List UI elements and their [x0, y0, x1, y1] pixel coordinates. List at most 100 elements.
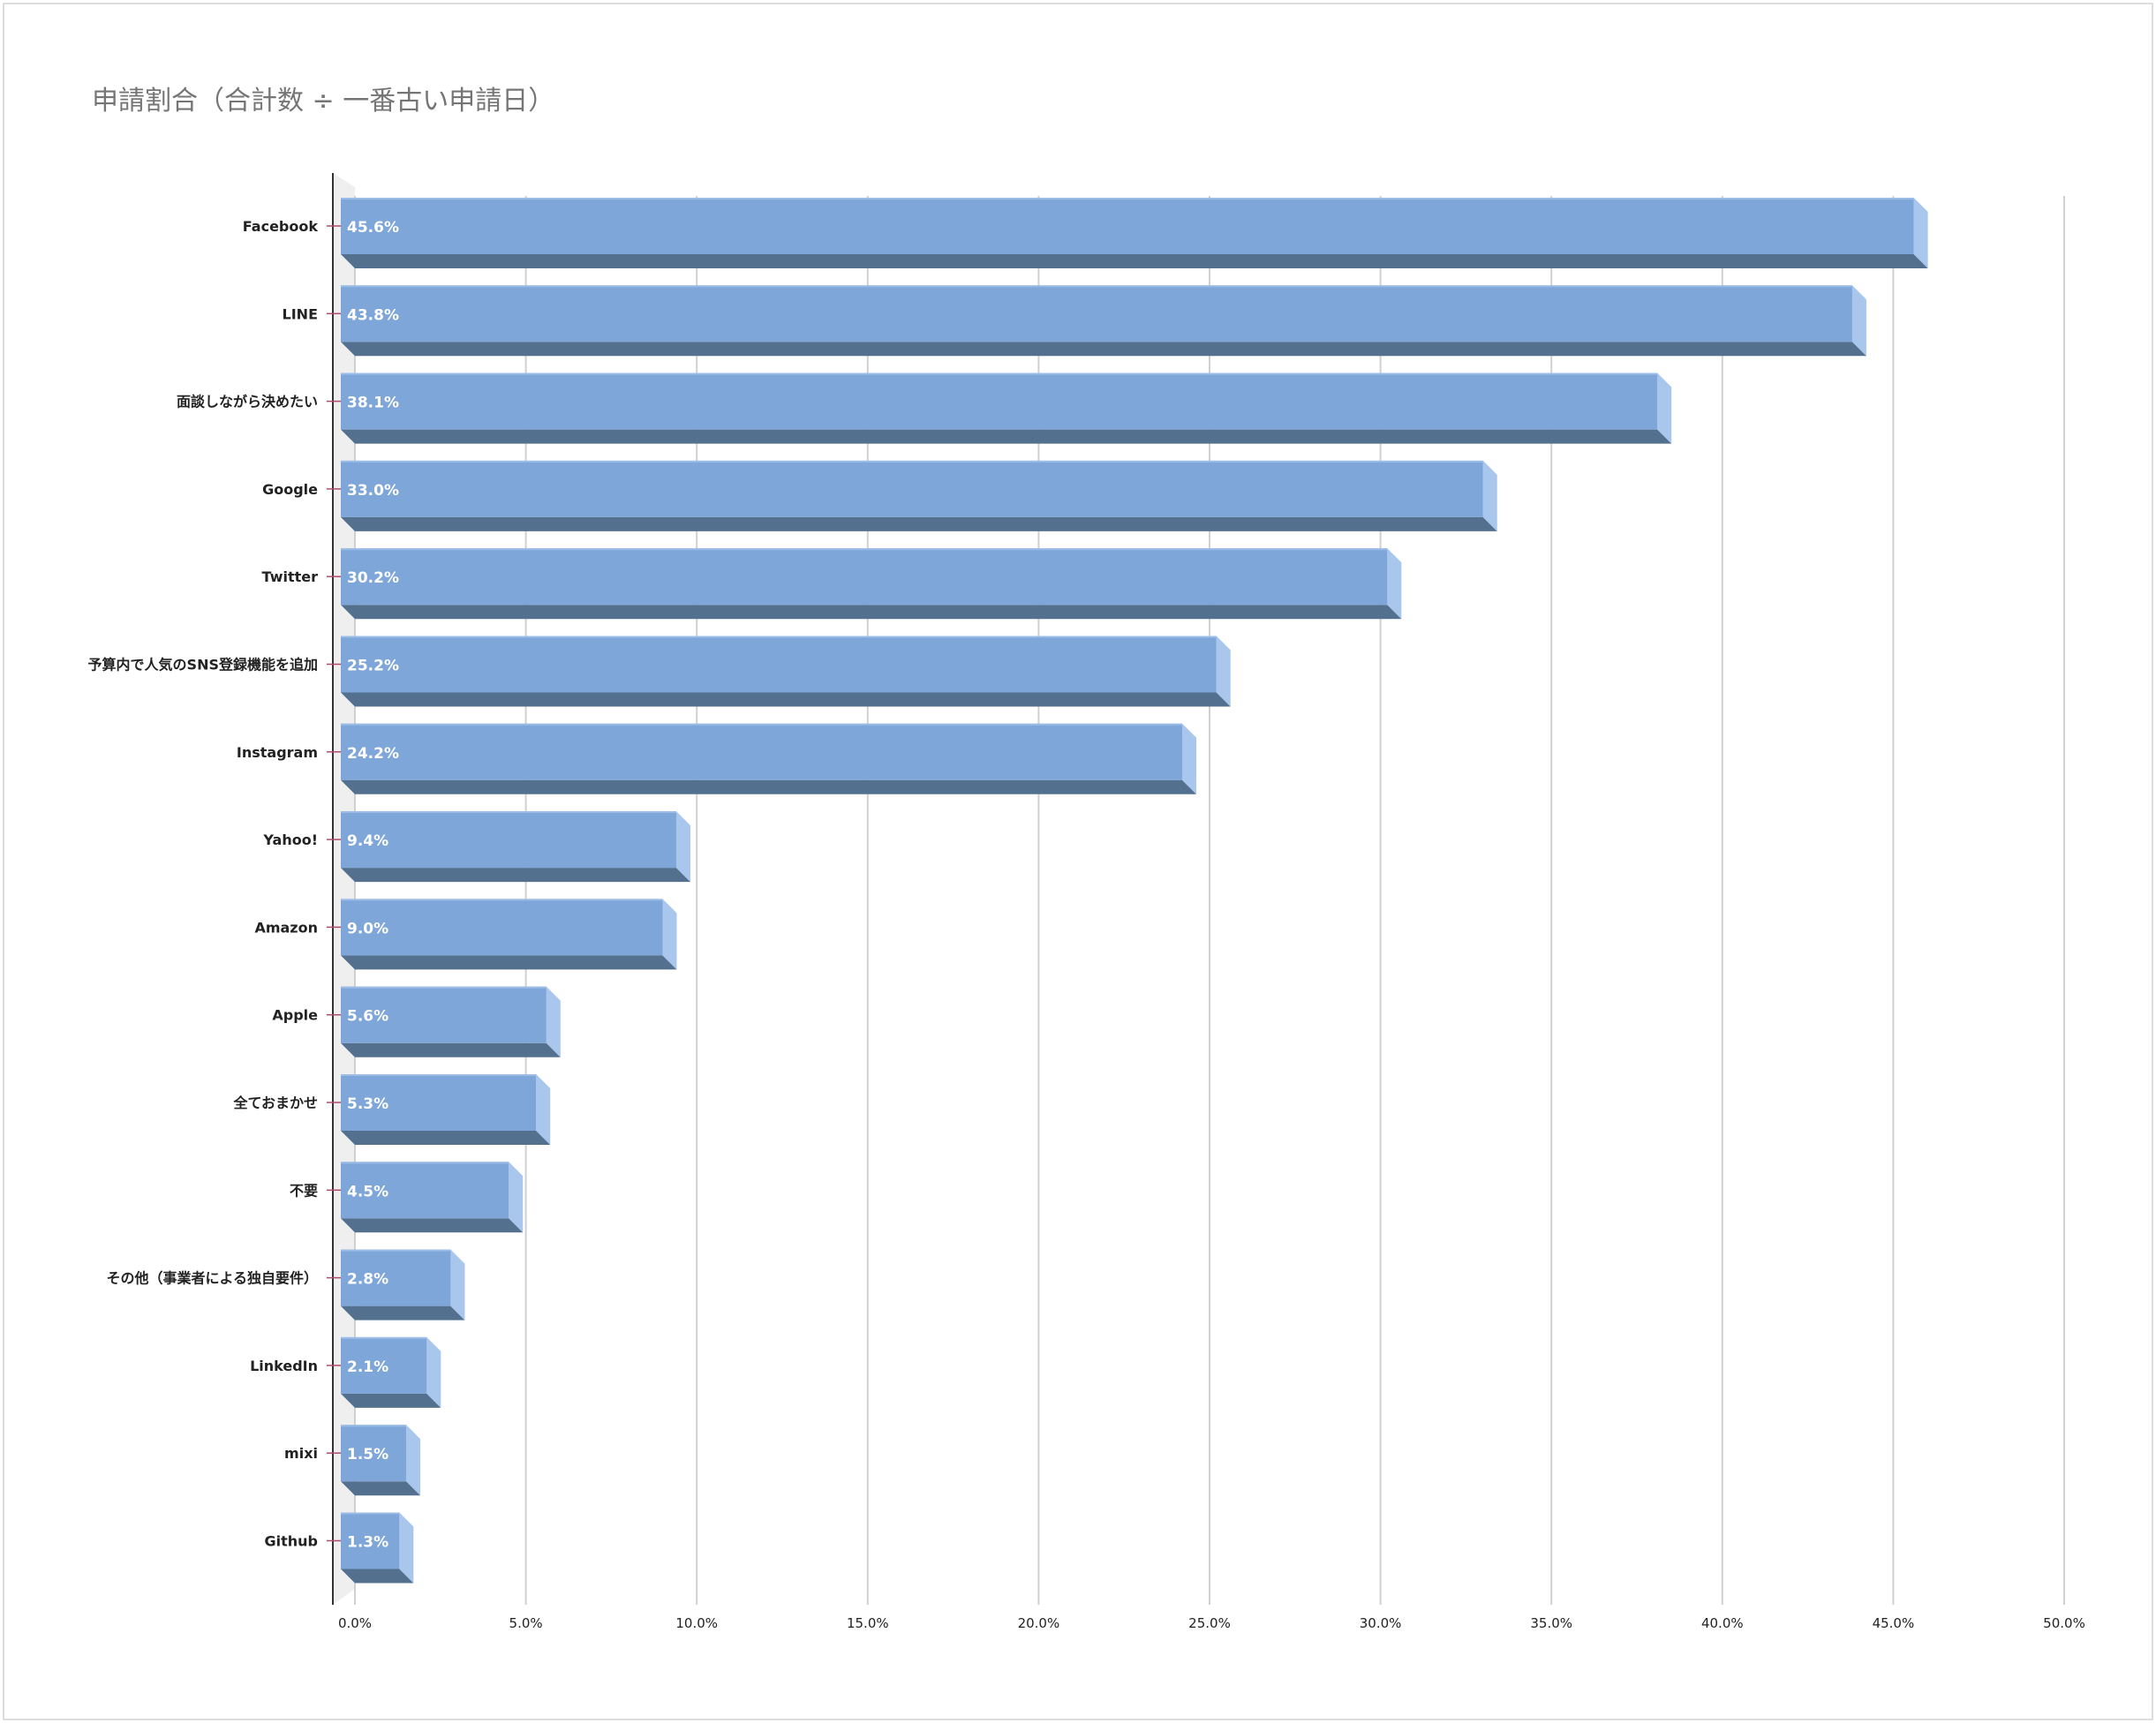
bar-bottom-face — [341, 1218, 524, 1233]
bar-front-face — [341, 285, 1852, 342]
bar — [341, 372, 1672, 444]
x-tick-label: 45.0% — [1873, 1615, 1915, 1631]
bar-end-face — [1851, 285, 1866, 357]
bar-end-face — [509, 1162, 524, 1233]
bar — [341, 1074, 551, 1145]
x-tick-label: 40.0% — [1701, 1615, 1744, 1631]
bar-front-face — [341, 986, 547, 1043]
bar-bottom-face — [341, 516, 1497, 531]
data-label: 30.2% — [347, 569, 399, 587]
data-label: 5.6% — [347, 1008, 388, 1026]
bar-front-face — [341, 372, 1658, 430]
x-tick-label: 50.0% — [2043, 1615, 2085, 1631]
x-tick-label: 20.0% — [1018, 1615, 1060, 1631]
bar-end-face — [662, 899, 677, 970]
x-tick-label: 35.0% — [1530, 1615, 1572, 1631]
bar-bottom-face — [341, 605, 1402, 620]
bar-bottom-face — [341, 1393, 441, 1408]
category-label: Yahoo! — [262, 831, 318, 848]
bar — [341, 899, 677, 970]
bar-end-face — [1216, 636, 1231, 707]
chart-title: 申請割合（合計数 ÷ 一番古い申請日） — [92, 86, 554, 117]
bar-end-face — [1913, 198, 1928, 268]
bar-front-face — [341, 899, 663, 956]
bar-end-face — [426, 1336, 441, 1408]
bar — [341, 1425, 421, 1496]
bar-front-face — [341, 1162, 509, 1219]
bar-bottom-face — [341, 1569, 414, 1584]
bar-bottom-face — [341, 955, 677, 970]
data-label: 4.5% — [347, 1183, 388, 1200]
category-label: mixi — [284, 1445, 318, 1462]
bar-bottom-face — [341, 1042, 561, 1057]
category-label: Instagram — [237, 744, 318, 761]
category-label: LINE — [283, 305, 318, 322]
x-tick-label: 30.0% — [1360, 1615, 1402, 1631]
bar — [341, 723, 1197, 794]
bar-end-face — [1657, 372, 1672, 444]
category-label: Apple — [272, 1007, 318, 1024]
bar — [341, 460, 1497, 531]
data-label: 38.1% — [347, 395, 399, 412]
data-label: 25.2% — [347, 658, 399, 675]
data-label: 5.3% — [347, 1095, 388, 1113]
bar-front-face — [341, 1336, 427, 1394]
bar-front-face — [341, 636, 1217, 693]
data-label: 9.0% — [347, 920, 388, 937]
bar — [341, 285, 1866, 357]
bar-end-face — [1482, 460, 1497, 531]
data-label: 2.8% — [347, 1271, 388, 1289]
data-label: 33.0% — [347, 482, 399, 500]
bar-front-face — [341, 1249, 451, 1306]
bar-front-face — [341, 198, 1914, 254]
bar — [341, 548, 1402, 620]
bar-end-face — [1182, 723, 1197, 794]
category-label: Github — [265, 1533, 319, 1550]
bar-bottom-face — [341, 429, 1672, 444]
bar — [341, 986, 561, 1057]
axis-layer — [327, 173, 341, 1605]
category-label: Google — [262, 481, 318, 498]
x-tick-label: 15.0% — [847, 1615, 889, 1631]
data-label: 9.4% — [347, 832, 388, 850]
bar — [341, 1512, 414, 1584]
bar-front-face — [341, 548, 1388, 606]
bar — [341, 1162, 524, 1233]
x-tick-label: 5.0% — [509, 1615, 543, 1631]
data-label: 2.1% — [347, 1358, 388, 1376]
data-label: 45.6% — [347, 219, 399, 237]
bar-front-face — [341, 1425, 407, 1482]
bar-end-face — [675, 811, 690, 883]
bar-bottom-face — [341, 254, 1928, 268]
data-label: 43.8% — [347, 306, 399, 324]
bar-bottom-face — [341, 1481, 421, 1496]
bar — [341, 1336, 441, 1408]
x-tick-label: 10.0% — [675, 1615, 718, 1631]
bar-bottom-face — [341, 1131, 551, 1145]
category-label: Amazon — [254, 919, 318, 936]
bar — [341, 811, 690, 883]
bar-front-face — [341, 1512, 400, 1569]
category-label: 面談しながら決めたい — [177, 394, 318, 410]
bar-front-face — [341, 1074, 537, 1131]
bar-bottom-face — [341, 342, 1866, 357]
bar-end-face — [1387, 548, 1402, 620]
category-label: LinkedIn — [250, 1358, 318, 1374]
category-label: 全ておまかせ — [232, 1095, 318, 1111]
category-label: Facebook — [243, 218, 319, 235]
bar-bottom-face — [341, 692, 1231, 707]
bar-end-face — [546, 986, 561, 1057]
bar-end-face — [450, 1249, 465, 1320]
category-label: その他（事業者による独自要件） — [106, 1270, 318, 1287]
bar — [341, 198, 1928, 268]
bar-layer — [341, 198, 1928, 1584]
bar-front-face — [341, 811, 676, 869]
label-layer: 0.0% 5.0% 10.0% 15.0% 20.0% 25.0% 30.0% 35.0% 40… — [88, 218, 2085, 1631]
bar — [341, 636, 1231, 707]
axis-wall — [333, 173, 355, 1605]
category-label: 不要 — [290, 1182, 318, 1199]
bar-bottom-face — [341, 1305, 465, 1320]
x-tick-label: 0.0% — [338, 1615, 372, 1631]
